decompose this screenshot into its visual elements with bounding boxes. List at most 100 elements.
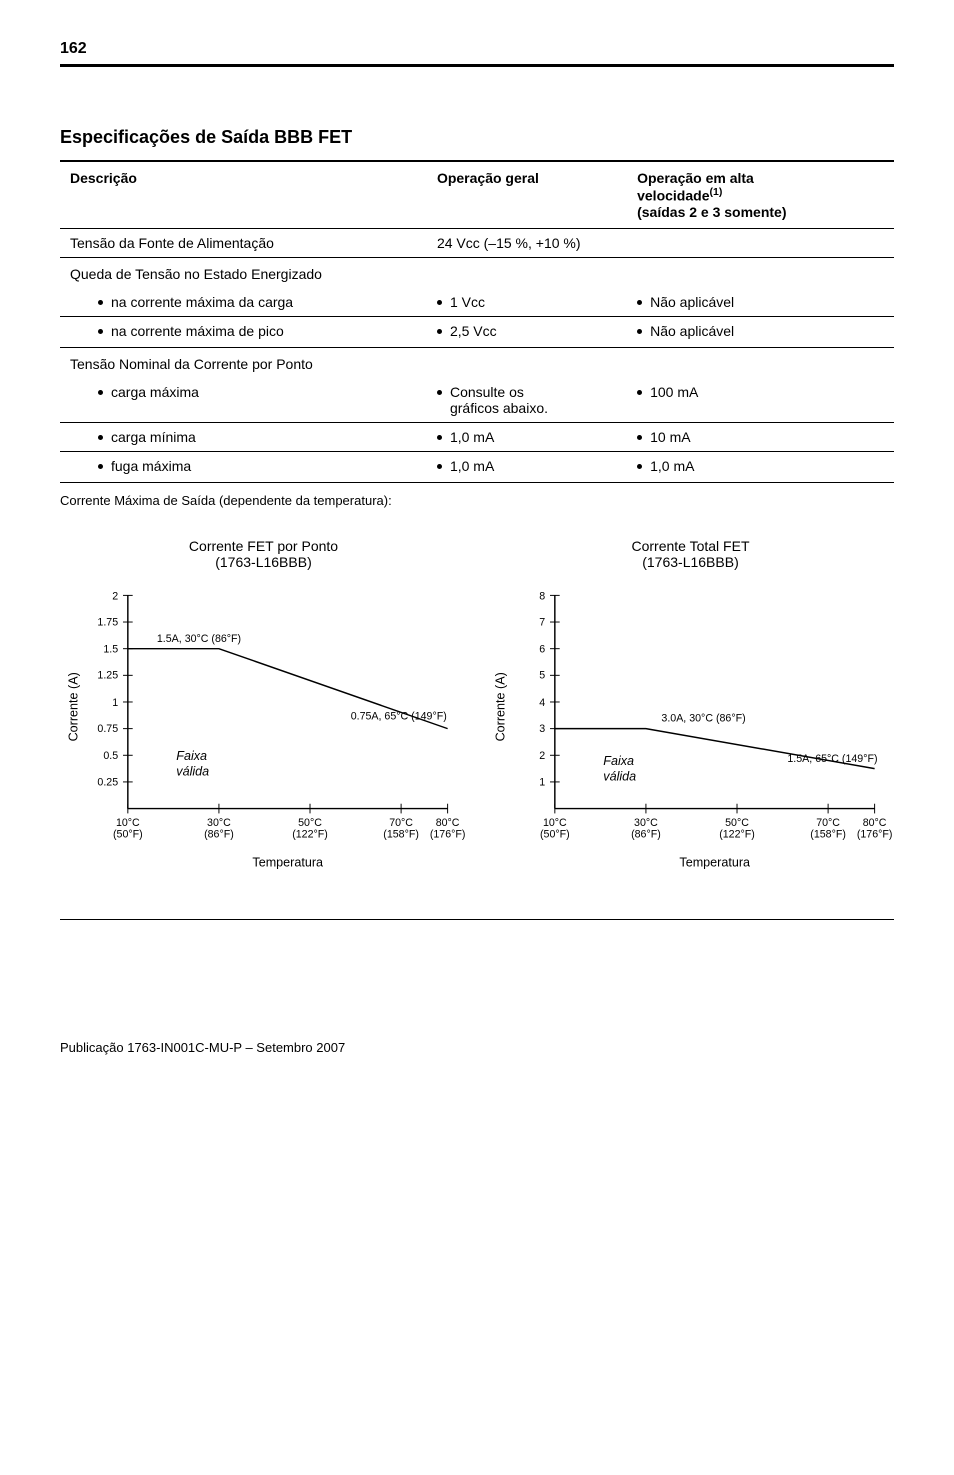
cell-value: Não aplicável bbox=[627, 316, 894, 347]
cell-descricao: na corrente máxima de pico bbox=[60, 316, 427, 347]
svg-text:(86°F): (86°F) bbox=[204, 828, 234, 840]
cell-value: 2,5 Vcc bbox=[427, 316, 627, 347]
annotation: 1.5A, 65°C (149°F) bbox=[787, 753, 877, 765]
table-row: carga mínima 1,0 mA 10 mA bbox=[60, 422, 894, 451]
table-row: Tensão da Fonte de Alimentação 24 Vcc (–… bbox=[60, 228, 894, 257]
svg-text:50°C: 50°C bbox=[298, 817, 322, 829]
table-row: carga máxima Consulte osgráficos abaixo.… bbox=[60, 378, 894, 423]
svg-text:1.75: 1.75 bbox=[97, 616, 118, 628]
xlabel: Temperatura bbox=[252, 855, 323, 869]
cell-value: 100 mA bbox=[627, 378, 894, 423]
cell-value: Não aplicável bbox=[627, 288, 894, 317]
charts-row: Corrente FET por Ponto(1763-L16BBB) 0.25… bbox=[60, 538, 894, 889]
bullet-text: na corrente máxima de pico bbox=[111, 323, 284, 339]
col3-line1: Operação em alta bbox=[637, 170, 754, 186]
bullet-text: carga mínima bbox=[111, 429, 196, 445]
annotation: 3.0A, 30°C (86°F) bbox=[661, 712, 745, 724]
svg-text:4: 4 bbox=[539, 697, 545, 709]
bullet-text: 10 mA bbox=[650, 429, 690, 445]
bullet-icon bbox=[437, 300, 442, 305]
table-row: Queda de Tensão no Estado Energizado bbox=[60, 257, 894, 288]
cell-descricao: Tensão Nominal da Corrente por Ponto bbox=[60, 347, 427, 378]
col-header-operacao-alta: Operação em alta velocidade(1) (saídas 2… bbox=[627, 161, 894, 228]
svg-text:2: 2 bbox=[539, 750, 545, 762]
ylabel: Corrente (A) bbox=[493, 672, 507, 741]
svg-text:30°C: 30°C bbox=[207, 817, 231, 829]
ylabel: Corrente (A) bbox=[66, 672, 80, 741]
svg-text:3: 3 bbox=[539, 723, 545, 735]
svg-text:7: 7 bbox=[539, 616, 545, 628]
faixa-label: válida bbox=[176, 764, 209, 778]
svg-text:1: 1 bbox=[539, 776, 545, 788]
svg-text:(122°F): (122°F) bbox=[292, 828, 328, 840]
bullet-text: 1,0 mA bbox=[450, 429, 494, 445]
svg-text:8: 8 bbox=[539, 590, 545, 602]
svg-text:80°C: 80°C bbox=[436, 817, 460, 829]
xlabel: Temperatura bbox=[679, 855, 750, 869]
svg-text:0.25: 0.25 bbox=[97, 776, 118, 788]
cell-descricao: na corrente máxima da carga bbox=[60, 288, 427, 317]
svg-text:50°C: 50°C bbox=[725, 817, 749, 829]
svg-text:0.5: 0.5 bbox=[103, 750, 118, 762]
table-row: fuga máxima 1,0 mA 1,0 mA bbox=[60, 451, 894, 482]
bullet-icon bbox=[637, 390, 642, 395]
svg-text:1: 1 bbox=[112, 697, 118, 709]
cell-descricao: Tensão da Fonte de Alimentação bbox=[60, 228, 427, 257]
bullet-icon bbox=[637, 300, 642, 305]
page-number: 162 bbox=[60, 40, 894, 58]
section-title: Especificações de Saída BBB FET bbox=[60, 127, 894, 148]
cell-value: 1 Vcc bbox=[427, 288, 627, 317]
bullet-icon bbox=[637, 464, 642, 469]
annotation: 0.75A, 65°C (149°F) bbox=[351, 710, 447, 722]
bullet-icon bbox=[437, 464, 442, 469]
cell-value: 1,0 mA bbox=[627, 451, 894, 482]
bullet-icon bbox=[437, 435, 442, 440]
svg-text:80°C: 80°C bbox=[863, 817, 887, 829]
bullet-text: 1,0 mA bbox=[650, 458, 694, 474]
svg-text:1.5: 1.5 bbox=[103, 643, 118, 655]
svg-text:(158°F): (158°F) bbox=[810, 828, 846, 840]
cell-empty bbox=[427, 257, 627, 288]
bullet-text: Não aplicável bbox=[650, 294, 734, 310]
cell-value: 1,0 mA bbox=[427, 451, 627, 482]
cell-value: 10 mA bbox=[627, 422, 894, 451]
svg-text:(122°F): (122°F) bbox=[719, 828, 755, 840]
cell-empty bbox=[427, 347, 627, 378]
bullet-text: fuga máxima bbox=[111, 458, 191, 474]
svg-text:(50°F): (50°F) bbox=[540, 828, 570, 840]
faixa-label: Faixa bbox=[176, 749, 207, 763]
col3-sup: (1) bbox=[709, 186, 722, 198]
chart-left: Corrente FET por Ponto(1763-L16BBB) 0.25… bbox=[60, 538, 467, 889]
svg-text:2: 2 bbox=[112, 590, 118, 602]
table-note: Corrente Máxima de Saída (dependente da … bbox=[60, 493, 894, 508]
cell-empty bbox=[627, 347, 894, 378]
cell-value: 1,0 mA bbox=[427, 422, 627, 451]
svg-text:30°C: 30°C bbox=[634, 817, 658, 829]
chart-left-title: Corrente FET por Ponto(1763-L16BBB) bbox=[60, 538, 467, 570]
chart-left-svg: 0.25 0.5 0.75 1 1.25 1.5 1.75 2 10°C(50°… bbox=[60, 576, 467, 886]
chart-right-svg: 1 2 3 4 5 6 7 8 10°C(50°F) 30°C(86°F) 50… bbox=[487, 576, 894, 886]
bullet-icon bbox=[98, 390, 103, 395]
yticks: 1 2 3 4 5 6 7 8 bbox=[539, 590, 559, 788]
bullet-text: 2,5 Vcc bbox=[450, 323, 497, 339]
svg-text:6: 6 bbox=[539, 643, 545, 655]
svg-text:0.75: 0.75 bbox=[97, 723, 118, 735]
col3-line3: (saídas 2 e 3 somente) bbox=[637, 204, 786, 220]
svg-text:(86°F): (86°F) bbox=[631, 828, 661, 840]
bullet-icon bbox=[98, 435, 103, 440]
col-header-operacao-geral: Operação geral bbox=[427, 161, 627, 228]
svg-text:(50°F): (50°F) bbox=[113, 828, 143, 840]
charts-bottom-rule bbox=[60, 919, 894, 920]
chart-right-title: Corrente Total FET(1763-L16BBB) bbox=[487, 538, 894, 570]
table-row: na corrente máxima da carga 1 Vcc Não ap… bbox=[60, 288, 894, 317]
svg-text:70°C: 70°C bbox=[389, 817, 413, 829]
cell-descricao: fuga máxima bbox=[60, 451, 427, 482]
spec-table: Descrição Operação geral Operação em alt… bbox=[60, 160, 894, 483]
cell-descricao: carga máxima bbox=[60, 378, 427, 423]
svg-text:1.25: 1.25 bbox=[97, 669, 118, 681]
svg-text:5: 5 bbox=[539, 669, 545, 681]
faixa-label: Faixa bbox=[603, 754, 634, 768]
cell-descricao: Queda de Tensão no Estado Energizado bbox=[60, 257, 427, 288]
svg-text:70°C: 70°C bbox=[816, 817, 840, 829]
bullet-icon bbox=[637, 329, 642, 334]
